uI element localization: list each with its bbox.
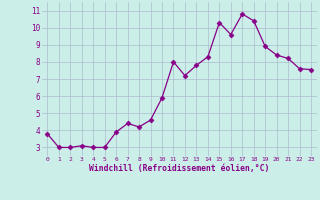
X-axis label: Windchill (Refroidissement éolien,°C): Windchill (Refroidissement éolien,°C): [89, 164, 269, 173]
